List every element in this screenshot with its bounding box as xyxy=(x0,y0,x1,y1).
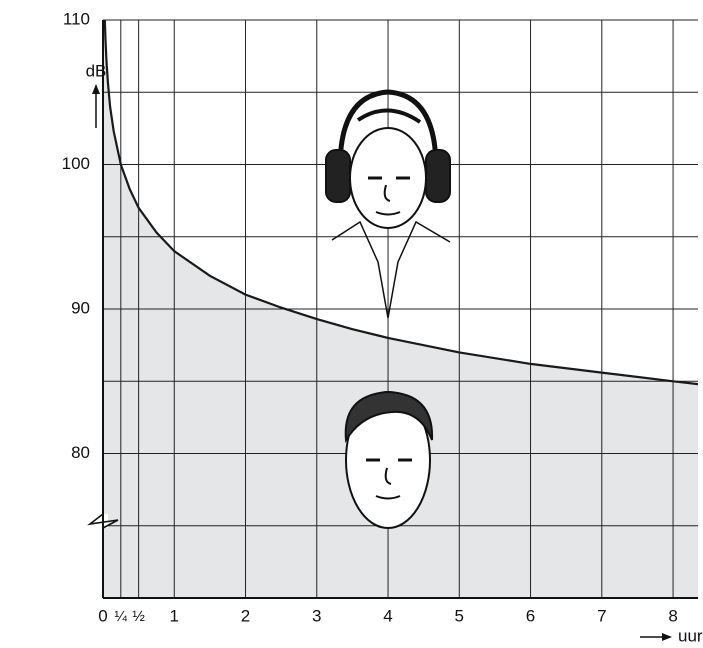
x-axis-label: uur xyxy=(678,626,703,645)
x-tick-label: 4 xyxy=(383,606,392,625)
x-tick-label: 2 xyxy=(241,606,250,625)
chart: dB uur 0¼½ 1 2 3 4 5 6 7 8 80 90 100 110 xyxy=(0,0,703,648)
y-tick-label: 100 xyxy=(62,154,90,173)
face xyxy=(346,392,432,528)
x-tick-label: 6 xyxy=(526,606,535,625)
y-tick-label: 90 xyxy=(71,298,90,317)
y-arrow xyxy=(92,84,100,128)
x-tick-label: 5 xyxy=(455,606,464,625)
y-axis-label: dB xyxy=(86,61,107,80)
x-arrow xyxy=(640,633,672,641)
x-tick-label: 0 xyxy=(98,606,107,625)
x-tick-label: ¼ xyxy=(115,608,128,625)
x-tick-label: 1 xyxy=(170,606,179,625)
x-tick-label: 3 xyxy=(312,606,321,625)
y-tick-label: 110 xyxy=(63,9,90,28)
x-tick-label: 8 xyxy=(668,606,677,625)
x-tick-label: ½ xyxy=(132,608,145,625)
x-tick-label: 7 xyxy=(597,606,606,625)
y-tick-label: 80 xyxy=(71,443,90,462)
